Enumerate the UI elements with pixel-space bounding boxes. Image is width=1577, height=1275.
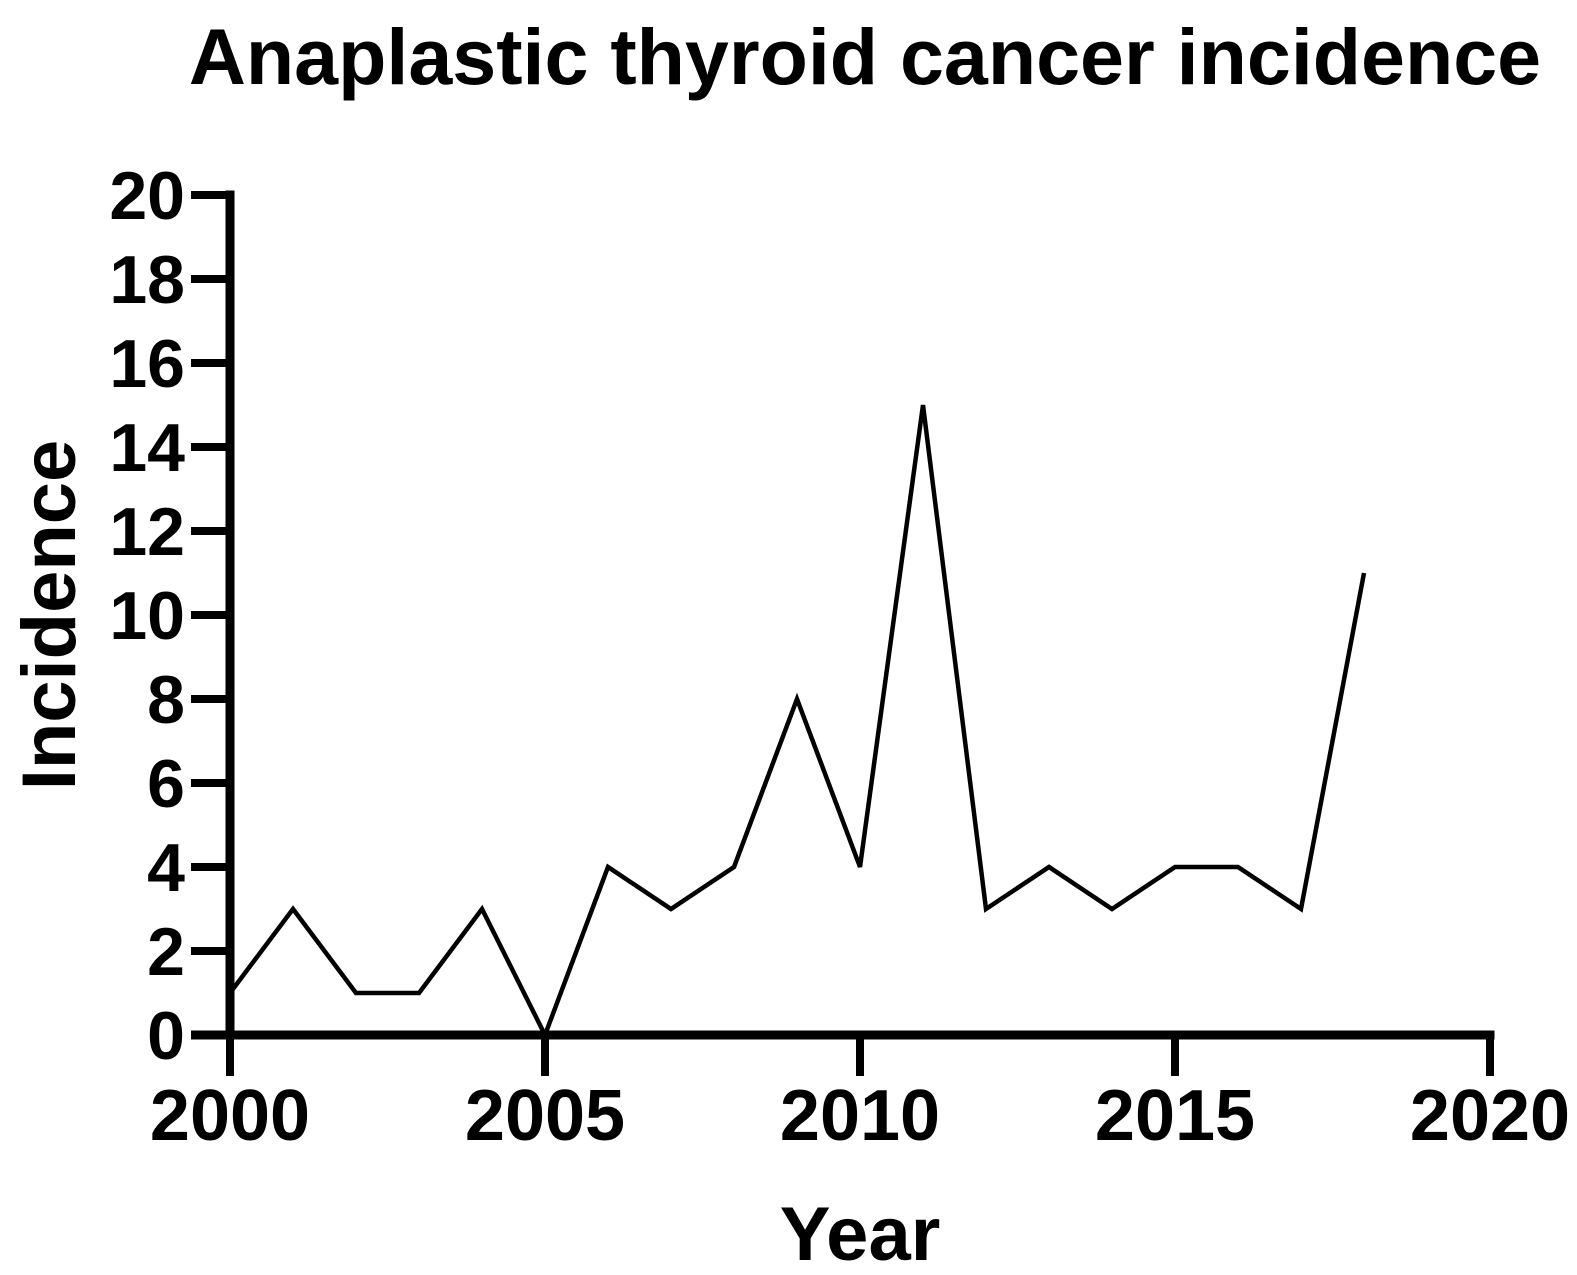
x-tick-label: 2005: [465, 1076, 625, 1156]
x-tick-label: 2010: [780, 1076, 940, 1156]
y-tick-label: 14: [109, 410, 185, 486]
x-tick-label: 2000: [150, 1076, 310, 1156]
y-tick-label: 16: [109, 326, 185, 402]
y-tick-label: 2: [147, 914, 185, 990]
chart-title: Anaplastic thyroid cancer incidence: [189, 12, 1541, 101]
y-axis-label: Incidence: [7, 440, 92, 791]
axis-tick-labels: 0 2 4 6 8 10 12 14 16 18 20 2000 2005 2010 2015 2020: [109, 158, 1570, 1156]
data-series: [228, 404, 1367, 1041]
y-tick-label: 6: [147, 746, 185, 822]
axis-ticks: [191, 191, 1494, 1076]
y-tick-label: 4: [147, 830, 185, 906]
y-tick-label: 8: [147, 662, 185, 738]
y-tick-label: 18: [109, 242, 185, 318]
y-tick-label: 20: [109, 158, 185, 234]
x-axis-label: Year: [780, 1192, 941, 1275]
y-tick-label: 10: [109, 578, 185, 654]
y-tick-label: 12: [109, 494, 185, 570]
incidence-data-line: [228, 404, 1367, 1041]
x-tick-label: 2015: [1095, 1076, 1255, 1156]
x-tick-label: 2020: [1410, 1076, 1570, 1156]
y-tick-label: 0: [147, 998, 185, 1074]
